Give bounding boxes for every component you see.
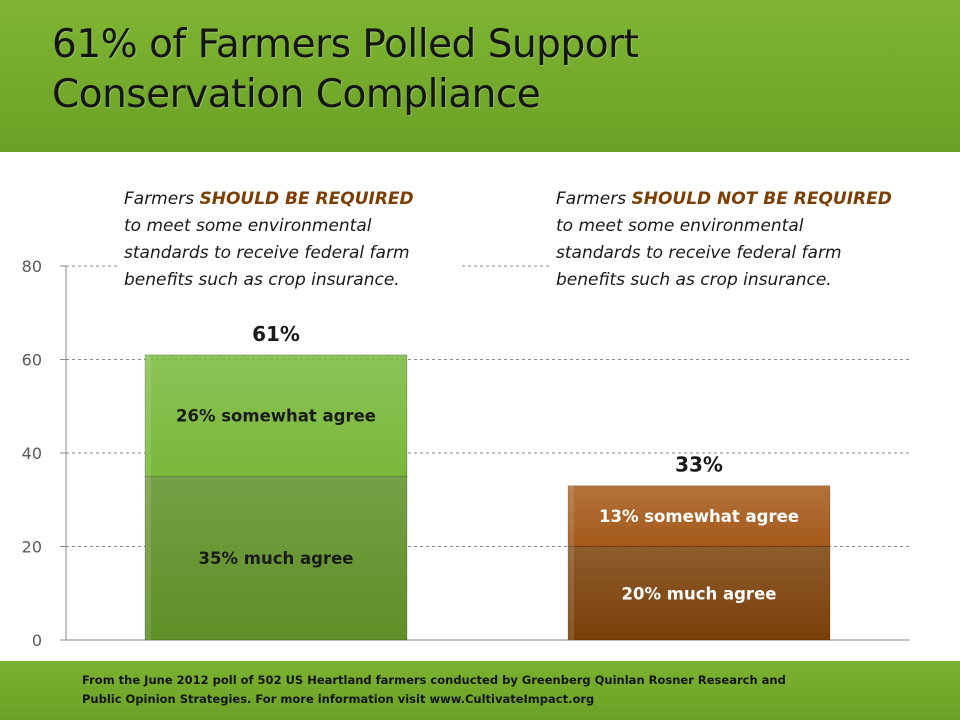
title-line-2: Conservation Compliance xyxy=(52,72,541,117)
annotation-required-line-4: benefits such as crop insurance. xyxy=(124,270,400,290)
bars: 35% much agree 26% somewhat agree 61% 20% m… xyxy=(144,322,831,641)
title-banner: 61% of Farmers Polled Support Conservati… xyxy=(0,0,960,152)
title-line-1: 61% of Farmers Polled Support xyxy=(52,22,639,67)
annotation-not-required: Farmers SHOULD NOT BE REQUIRED to meet s… xyxy=(552,186,932,296)
annotation-required-prefix: Farmers xyxy=(124,189,200,209)
annotation-not-required-line-2: to meet some environmental xyxy=(556,216,804,236)
bar-1-segment-1-label: 13% somewhat agree xyxy=(599,507,799,526)
bar-0-total-label: 61% xyxy=(252,322,300,346)
source-line-1: From the June 2012 poll of 502 US Heartl… xyxy=(82,673,786,687)
bar-0-segment-0-label: 35% much agree xyxy=(199,549,354,568)
bar-0-segment-1-bevel xyxy=(145,354,151,477)
y-tick-label-20: 20 xyxy=(22,538,42,557)
y-tick-label-40: 40 xyxy=(22,444,42,463)
bar-0-segment-1-label: 26% somewhat agree xyxy=(176,407,376,426)
annotation-required-emphasis: SHOULD BE REQUIRED xyxy=(199,189,414,209)
annotation-not-required-line-4: benefits such as crop insurance. xyxy=(556,270,832,290)
annotation-not-required-line-3: standards to receive federal farm xyxy=(556,243,842,263)
annotation-not-required-line-1: Farmers SHOULD NOT BE REQUIRED xyxy=(556,186,926,213)
bar-0-segment-0-bevel xyxy=(145,476,151,640)
annotation-required-line-3: standards to receive federal farm xyxy=(124,243,410,263)
bar-1-segment-1-bevel xyxy=(568,485,574,547)
y-tick-label-0: 0 xyxy=(32,631,42,650)
y-tick-label-60: 60 xyxy=(22,351,42,370)
source-note: From the June 2012 poll of 502 US Heartl… xyxy=(82,671,882,709)
source-line-2: Public Opinion Strategies. For more info… xyxy=(82,692,595,706)
source-banner: From the June 2012 poll of 502 US Heartl… xyxy=(0,661,960,720)
annotation-not-required-prefix: Farmers xyxy=(556,189,632,209)
bar-0-segment-1 xyxy=(144,354,408,477)
bar-1-segment-0-label: 20% much agree xyxy=(622,584,777,603)
y-tick-label-80: 80 xyxy=(22,257,42,276)
annotation-not-required-emphasis: SHOULD NOT BE REQUIRED xyxy=(631,189,892,209)
annotation-required: Farmers SHOULD BE REQUIRED to meet some … xyxy=(120,186,460,296)
bar-1-segment-0 xyxy=(567,546,831,641)
annotation-required-line-1: Farmers SHOULD BE REQUIRED xyxy=(124,186,454,213)
annotation-required-line-2: to meet some environmental xyxy=(124,216,372,236)
bar-0-segment-0 xyxy=(144,475,408,641)
bar-1-segment-0-bevel xyxy=(568,546,574,640)
bar-1-segment-1 xyxy=(567,485,831,548)
bar-1-total-label: 33% xyxy=(675,453,723,477)
page-title: 61% of Farmers Polled Support Conservati… xyxy=(52,20,932,120)
